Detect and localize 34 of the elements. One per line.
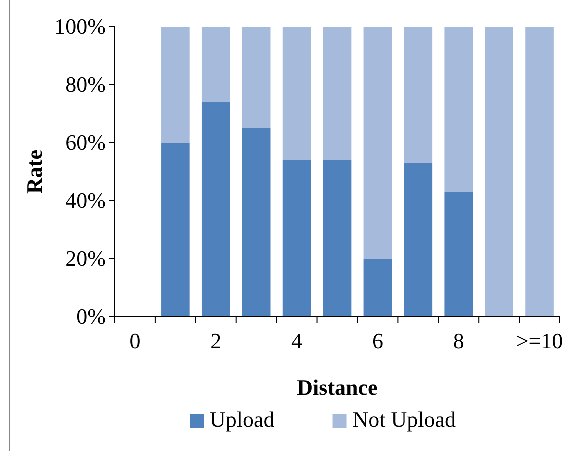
x-tick-label: 4 (292, 328, 303, 354)
bar (242, 27, 271, 128)
bar (404, 27, 433, 164)
y-axis-title: Rate (22, 150, 47, 194)
bar (444, 192, 474, 317)
y-tick-label: 40% (66, 188, 106, 214)
bar (162, 143, 190, 317)
bar (202, 102, 230, 317)
x-tick-label: 0 (130, 328, 141, 354)
bar (526, 27, 554, 317)
y-tick-label: 0% (76, 304, 106, 330)
legend-label: Not Upload (352, 407, 456, 432)
bar (242, 128, 271, 317)
bar (364, 259, 392, 317)
bar (364, 27, 392, 259)
x-tick-label: 2 (210, 328, 222, 354)
bar (202, 27, 230, 102)
bar (485, 27, 514, 317)
bar (162, 27, 190, 143)
legend-label: Upload (210, 407, 275, 432)
bar (323, 27, 352, 160)
y-tick-label: 20% (66, 246, 106, 272)
x-axis-title: Distance (297, 375, 378, 400)
bar (323, 160, 352, 317)
bar (282, 160, 312, 317)
bar (282, 27, 312, 160)
y-tick-label: 80% (66, 72, 106, 98)
x-tick-label: 6 (372, 328, 384, 354)
x-tick-label: 8 (453, 328, 464, 354)
bar (444, 27, 474, 192)
y-tick-label: 100% (54, 14, 106, 40)
x-tick-label: >=10 (516, 328, 564, 354)
y-tick-label: 60% (66, 130, 106, 156)
bar (404, 163, 433, 317)
